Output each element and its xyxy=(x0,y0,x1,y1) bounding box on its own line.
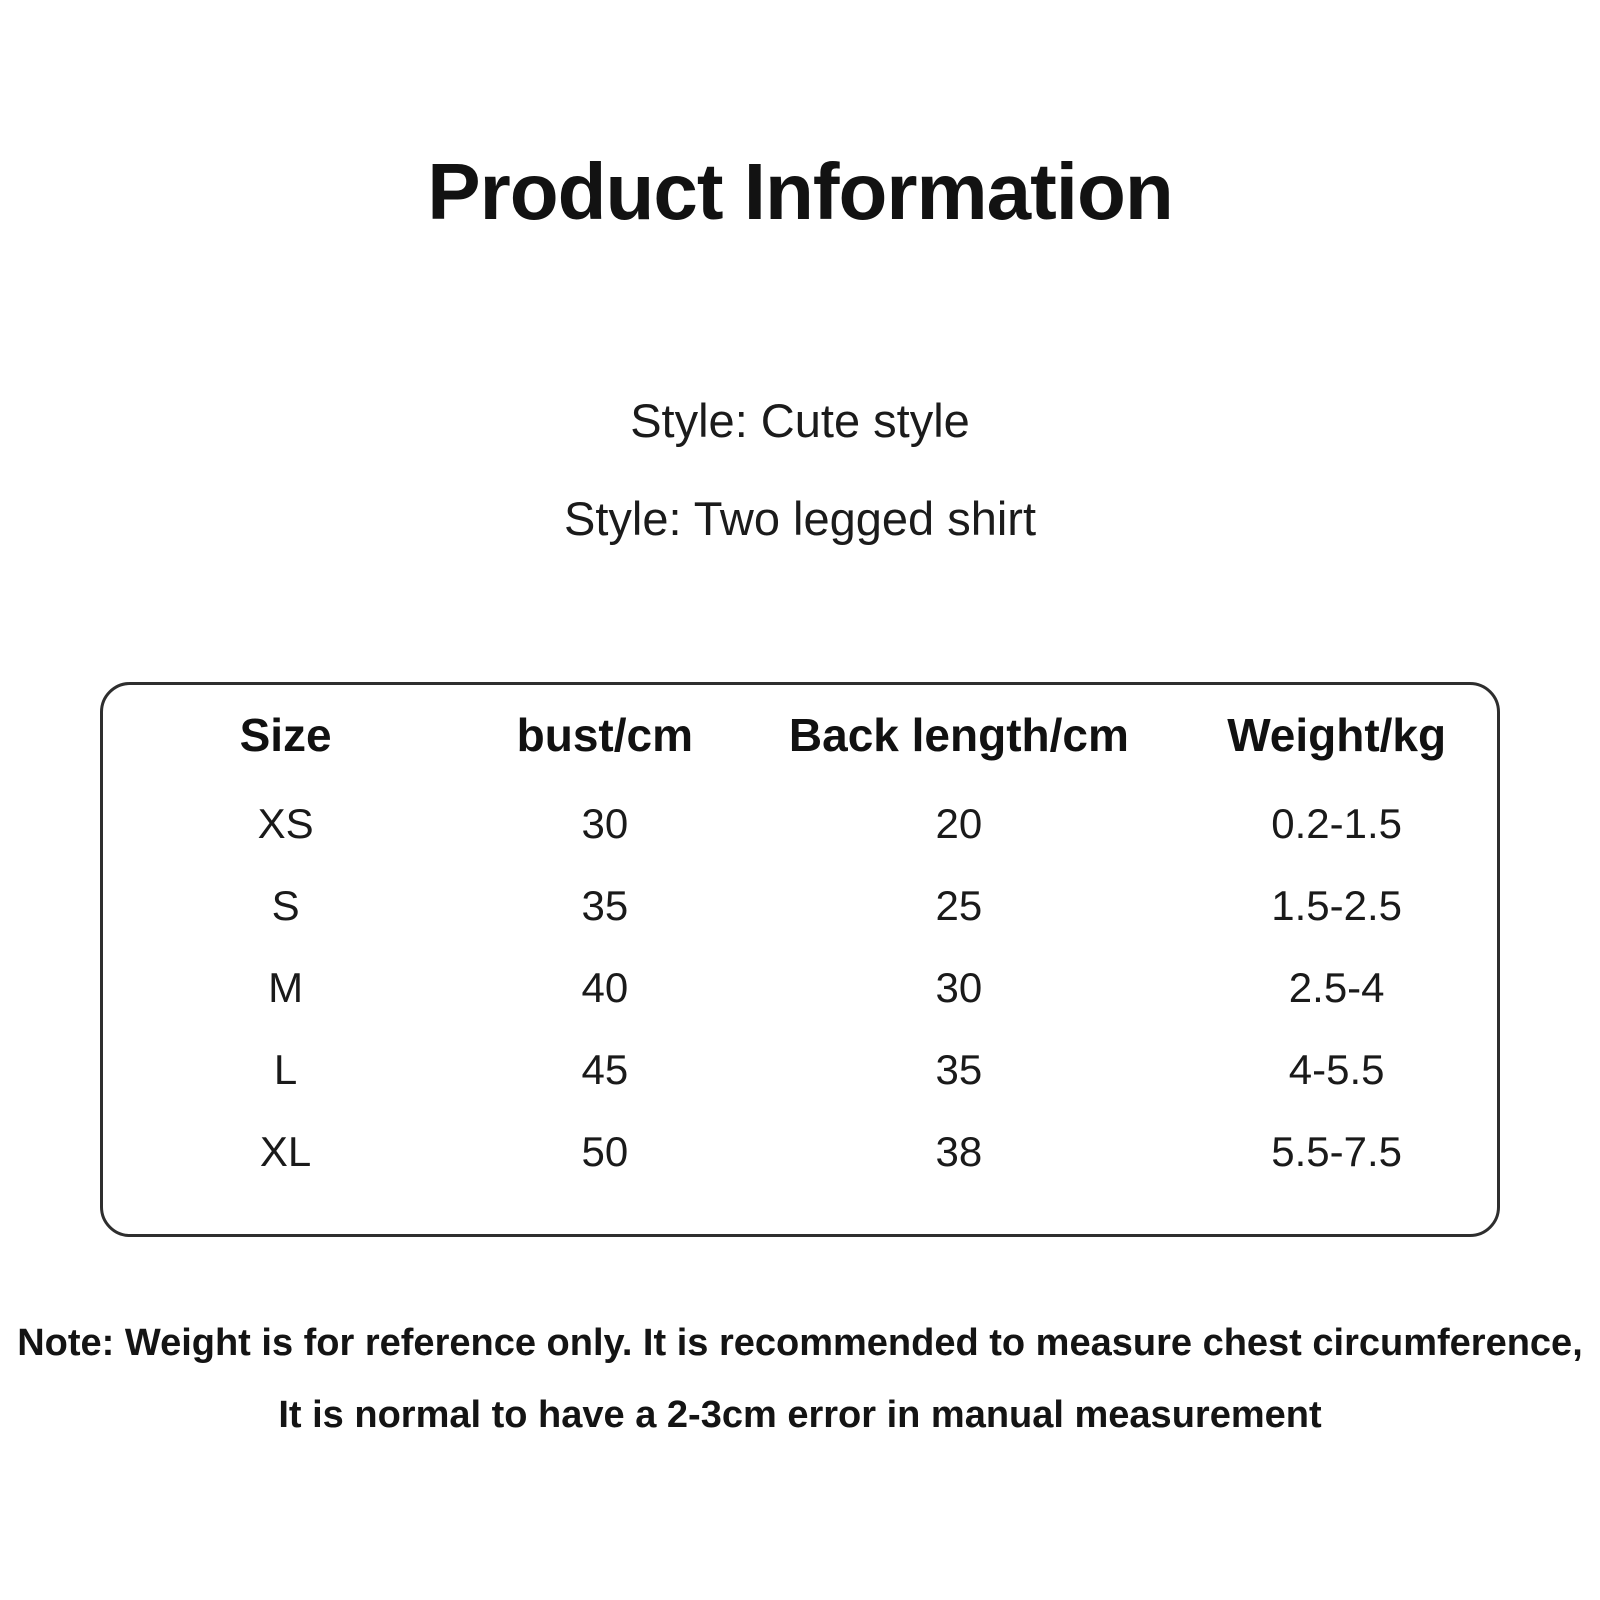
cell-bust: 35 xyxy=(581,882,629,929)
cell-size: L xyxy=(273,1046,298,1093)
cell-back-length: 20 xyxy=(935,800,983,847)
note-line-2: It is normal to have a 2-3cm error in ma… xyxy=(278,1394,1322,1436)
style-line-cute-style: Style: Cute style xyxy=(630,394,970,447)
table-row-m: M 40 30 2.5-4 xyxy=(103,947,1497,1029)
cell-weight: 4-5.5 xyxy=(1288,1046,1385,1093)
cell-weight: 1.5-2.5 xyxy=(1271,882,1403,929)
table-row-xl: XL 50 38 5.5-7.5 xyxy=(103,1111,1497,1193)
cell-size: S xyxy=(271,882,300,929)
header-bust: bust/cm xyxy=(516,709,694,761)
table-row-l: L 45 35 4-5.5 xyxy=(103,1029,1497,1111)
page-title: Product Information xyxy=(427,147,1173,236)
cell-bust: 40 xyxy=(581,964,629,1011)
header-size: Size xyxy=(239,709,332,761)
cell-size: M xyxy=(268,964,304,1011)
cell-back-length: 38 xyxy=(935,1128,983,1175)
cell-size: XS xyxy=(257,800,314,847)
cell-weight: 5.5-7.5 xyxy=(1271,1128,1403,1175)
cell-back-length: 35 xyxy=(935,1046,983,1093)
cell-weight: 0.2-1.5 xyxy=(1271,800,1403,847)
cell-back-length: 25 xyxy=(935,882,983,929)
table-row-s: S 35 25 1.5-2.5 xyxy=(103,865,1497,947)
table-row-xs: XS 30 20 0.2-1.5 xyxy=(103,783,1497,865)
cell-bust: 45 xyxy=(581,1046,629,1093)
style-line-two-legged-shirt: Style: Two legged shirt xyxy=(564,492,1036,545)
size-chart-table: Size bust/cm Back length/cm Weight/kg XS… xyxy=(100,682,1500,1237)
cell-weight: 2.5-4 xyxy=(1288,964,1385,1011)
cell-size: XL xyxy=(259,1128,312,1175)
note-line-1: Note: Weight is for reference only. It i… xyxy=(17,1322,1583,1364)
header-back-length: Back length/cm xyxy=(788,709,1129,761)
size-chart-header-row: Size bust/cm Back length/cm Weight/kg xyxy=(103,687,1497,783)
cell-back-length: 30 xyxy=(935,964,983,1011)
header-weight: Weight/kg xyxy=(1227,709,1447,761)
cell-bust: 50 xyxy=(581,1128,629,1175)
cell-bust: 30 xyxy=(581,800,629,847)
